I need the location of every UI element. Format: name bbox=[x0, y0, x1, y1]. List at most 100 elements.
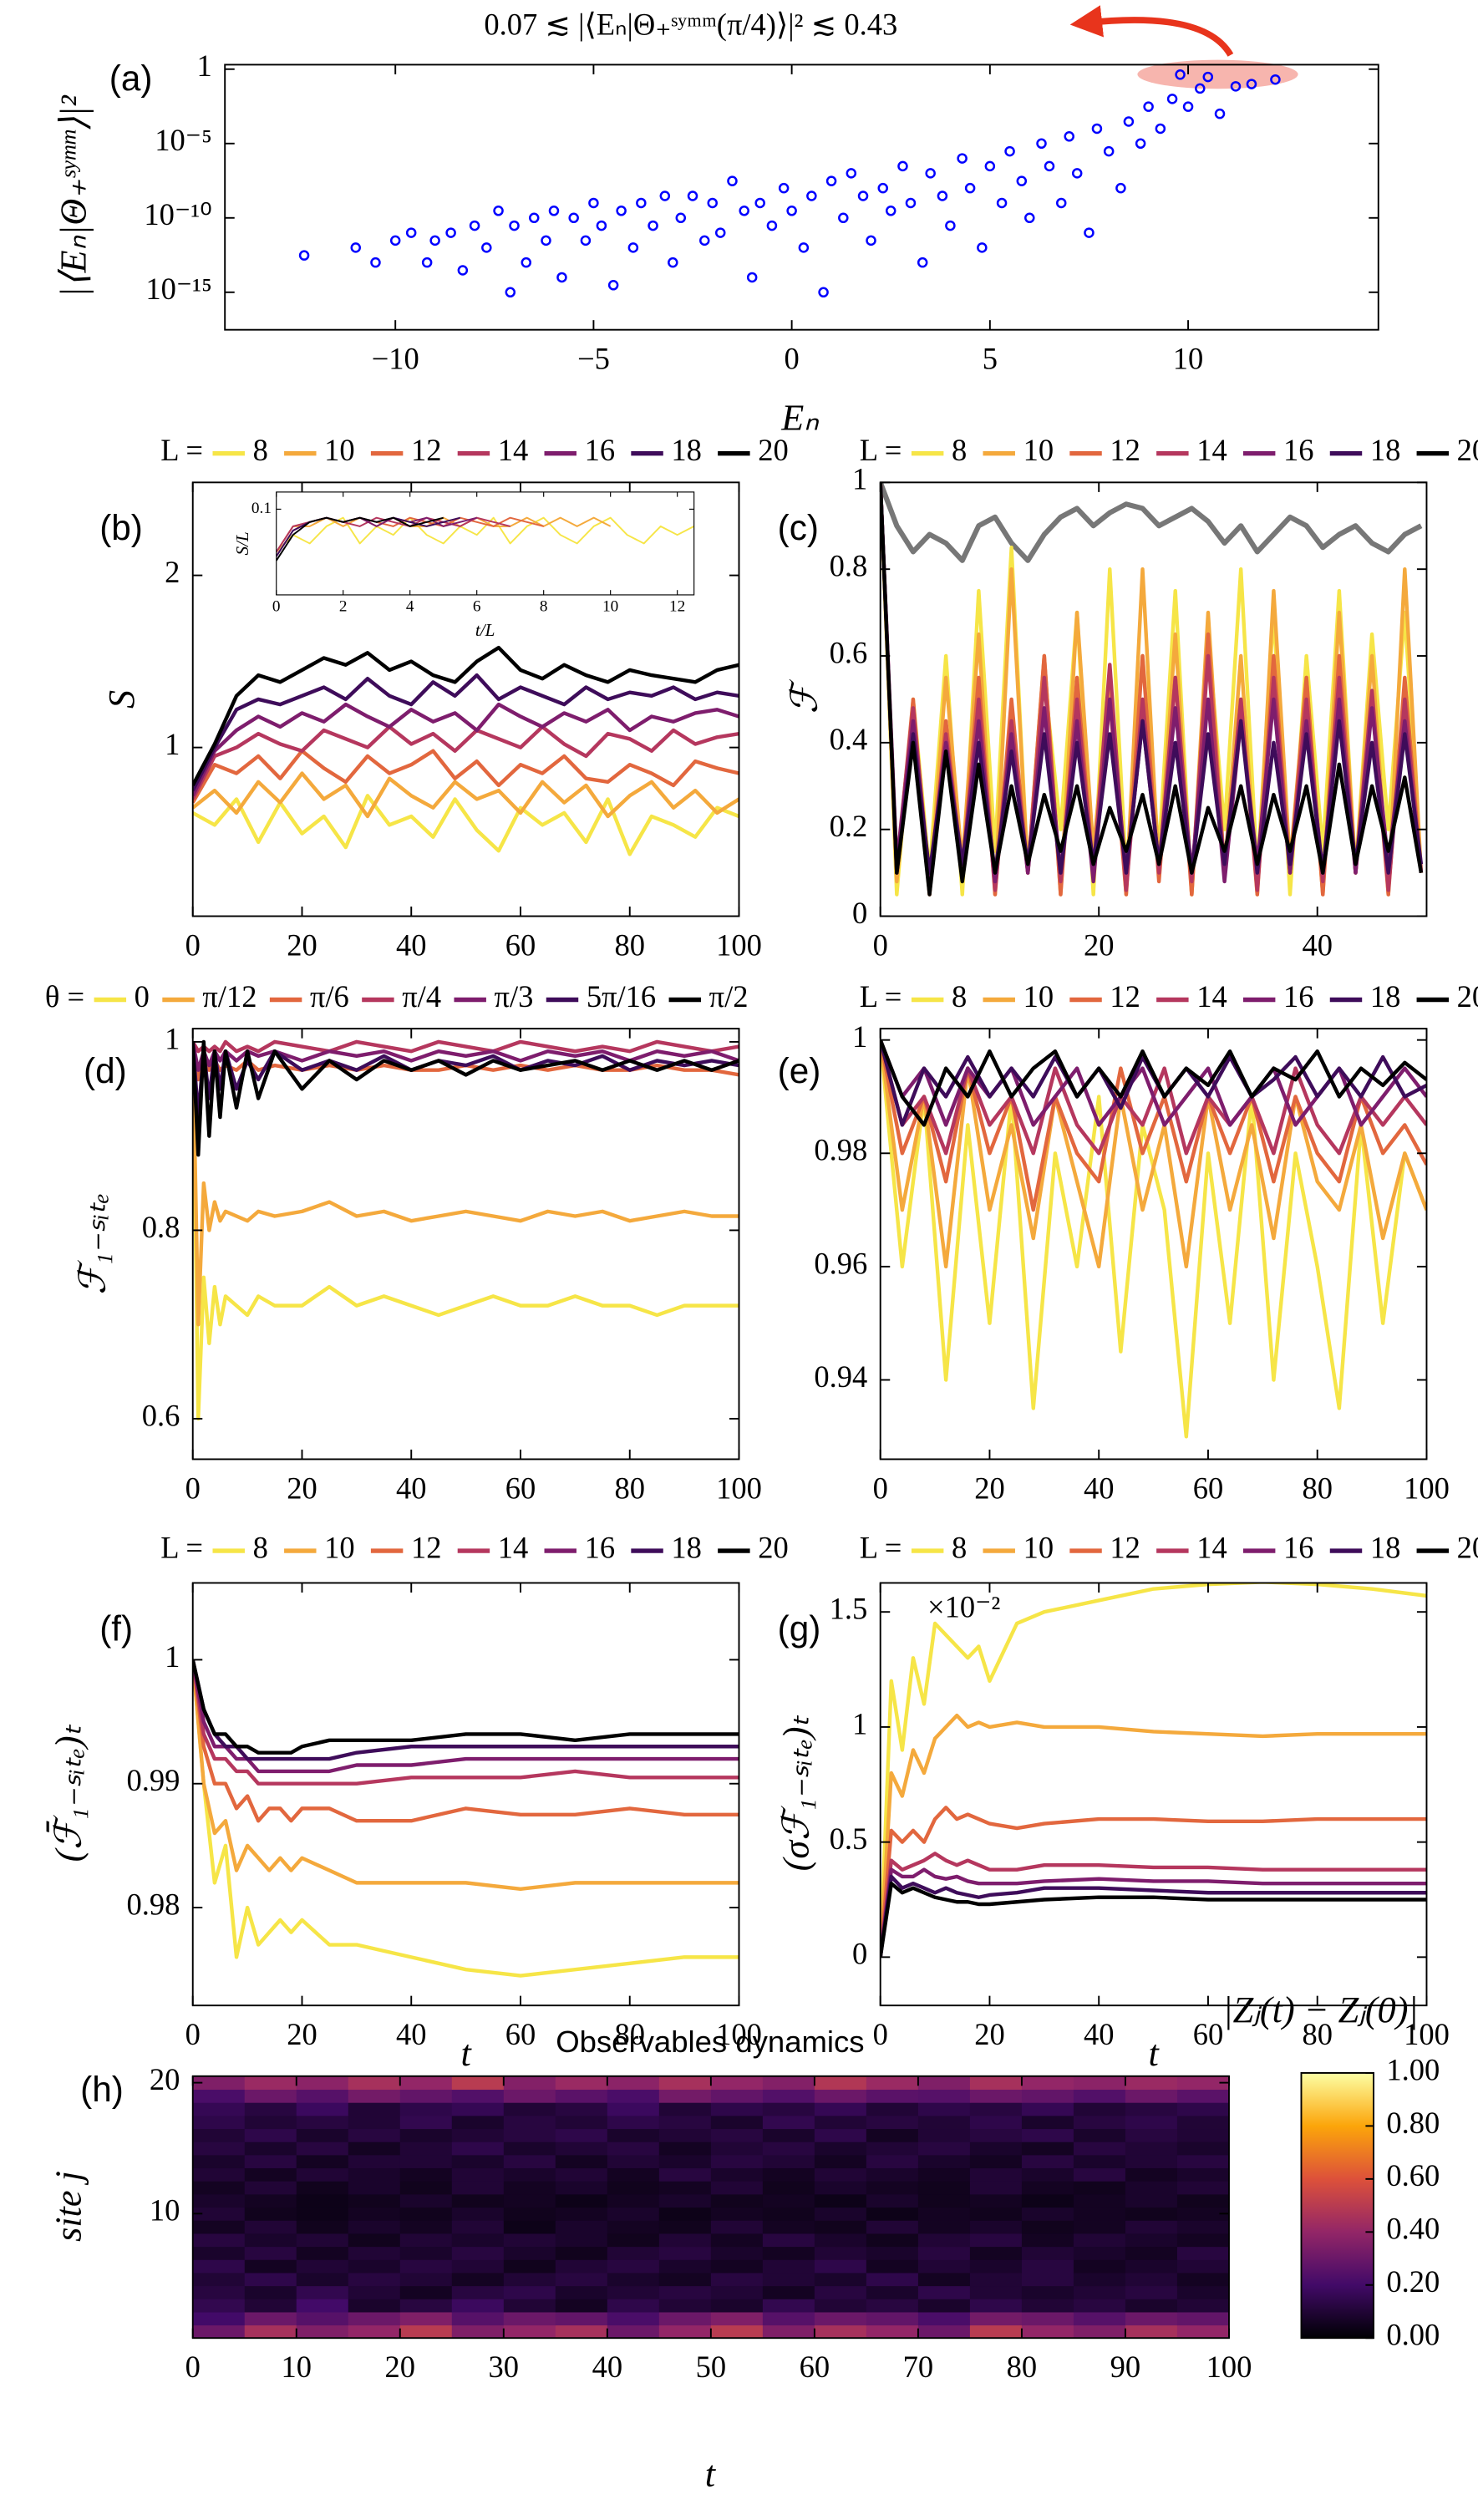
scatter-point bbox=[798, 242, 810, 253]
heatmap-cell bbox=[1073, 2207, 1126, 2221]
heatmap-cell bbox=[1125, 2259, 1178, 2274]
heatmap-cell bbox=[917, 2141, 971, 2156]
panel-label: (c) bbox=[778, 508, 819, 547]
line-series bbox=[192, 645, 739, 786]
heatmap-cell bbox=[192, 2207, 246, 2221]
x-tick-label: 40 bbox=[396, 927, 427, 962]
heatmap-cell bbox=[814, 2299, 867, 2313]
x-tick-label: 40 bbox=[592, 2350, 623, 2384]
heatmap-cell bbox=[555, 2102, 608, 2116]
y-tick-label: 0.99 bbox=[126, 1763, 180, 1797]
heatmap-cell bbox=[917, 2220, 971, 2234]
heatmap-cell bbox=[814, 2324, 867, 2339]
heatmap-cell bbox=[866, 2154, 919, 2169]
plot-area bbox=[880, 1039, 1427, 1439]
heatmap-cell bbox=[1073, 2115, 1126, 2130]
heatmap-cell bbox=[503, 2167, 556, 2182]
heatmap-cell bbox=[762, 2075, 815, 2091]
axes-frame bbox=[276, 491, 695, 596]
heatmap-cell bbox=[710, 2246, 764, 2260]
heatmap-cell bbox=[451, 2141, 505, 2156]
scatter-point bbox=[457, 265, 469, 276]
legend-label: 18 bbox=[1370, 433, 1401, 467]
heatmap-cell bbox=[710, 2299, 764, 2313]
heatmap-cell bbox=[296, 2272, 349, 2287]
heatmap-cell bbox=[814, 2285, 867, 2299]
legend-title: L = bbox=[860, 979, 902, 1014]
scatter-point bbox=[897, 160, 908, 172]
scatter-point bbox=[607, 280, 619, 291]
heatmap-cell bbox=[607, 2181, 660, 2195]
scatter-point bbox=[885, 206, 896, 216]
line-series bbox=[880, 1713, 1427, 1958]
scatter-point bbox=[505, 287, 516, 298]
scatter-point bbox=[877, 182, 888, 194]
heatmap-cell bbox=[1021, 2259, 1074, 2274]
heatmap-cell bbox=[503, 2233, 556, 2248]
x-tick-label: 20 bbox=[1084, 927, 1115, 962]
heatmap-cell bbox=[1021, 2272, 1074, 2287]
heatmap-cell bbox=[451, 2246, 505, 2260]
heatmap-cell bbox=[555, 2285, 608, 2299]
heatmap-cell bbox=[244, 2089, 297, 2103]
heatmap-cell bbox=[917, 2154, 971, 2169]
plot-area bbox=[192, 1659, 739, 1978]
axes-frame bbox=[191, 481, 740, 917]
heatmap-cell bbox=[710, 2233, 764, 2248]
heatmap-cell bbox=[762, 2246, 815, 2260]
heatmap-cell bbox=[399, 2246, 453, 2260]
heatmap-cell bbox=[917, 2299, 971, 2313]
heatmap-cell bbox=[866, 2299, 919, 2313]
line-series bbox=[192, 749, 739, 804]
heatmap-cell bbox=[866, 2075, 919, 2091]
heatmap-cell bbox=[1021, 2141, 1074, 2156]
heatmap-cell bbox=[658, 2259, 712, 2274]
heatmap-cell bbox=[969, 2220, 1023, 2234]
heatmap-cell bbox=[296, 2102, 349, 2116]
heatmap-cell bbox=[969, 2141, 1023, 2156]
heatmap-cell bbox=[399, 2128, 453, 2142]
legend-label: 14 bbox=[498, 433, 529, 467]
heatmap-cell bbox=[969, 2207, 1023, 2221]
scatter-point bbox=[370, 257, 381, 268]
legend-label: 18 bbox=[671, 433, 702, 467]
heatmap-cell bbox=[451, 2102, 505, 2116]
heatmap-cell bbox=[710, 2285, 764, 2299]
scatter-point bbox=[659, 191, 671, 201]
heatmap-cell bbox=[399, 2285, 453, 2299]
heatmap-cell bbox=[1176, 2154, 1229, 2169]
heatmap-cell bbox=[348, 2193, 401, 2208]
heatmap-cell bbox=[1073, 2181, 1126, 2195]
heatmap-cell bbox=[1176, 2324, 1229, 2339]
line-series bbox=[192, 1659, 739, 1761]
legend-label: 14 bbox=[1196, 1530, 1227, 1564]
heatmap-cell bbox=[1176, 2311, 1229, 2326]
scatter-point bbox=[1016, 175, 1028, 186]
panel-label: (a) bbox=[109, 58, 153, 98]
heatmap-cell bbox=[1021, 2128, 1074, 2142]
line-series bbox=[192, 794, 739, 856]
x-tick-label: 20 bbox=[287, 2017, 317, 2051]
panel-label: (g) bbox=[778, 1608, 821, 1648]
scatter-point bbox=[580, 235, 592, 246]
x-tick-label: 8 bbox=[540, 598, 548, 616]
heatmap-cell bbox=[451, 2089, 505, 2103]
heatmap-cell bbox=[555, 2233, 608, 2248]
y-axis-label: S/L bbox=[232, 531, 252, 555]
scatter-point bbox=[1202, 71, 1214, 83]
heatmap-cell bbox=[399, 2207, 453, 2221]
heatmap-cell bbox=[1073, 2285, 1126, 2299]
heatmap-cell bbox=[192, 2193, 246, 2208]
heatmap-cell bbox=[1073, 2311, 1126, 2326]
heatmap-cell bbox=[555, 2141, 608, 2156]
legend-label: 8 bbox=[952, 979, 967, 1014]
legend-label: 16 bbox=[1283, 979, 1314, 1014]
legend-label: 16 bbox=[1283, 1530, 1314, 1564]
scatter-point bbox=[1135, 138, 1146, 150]
x-tick-label: 20 bbox=[385, 2350, 416, 2384]
legend-label: π/3 bbox=[495, 979, 534, 1014]
heatmap-cell bbox=[1021, 2233, 1074, 2248]
heatmap-cell bbox=[244, 2324, 297, 2339]
heatmap-cell bbox=[969, 2324, 1023, 2339]
scatter-point bbox=[389, 235, 401, 246]
